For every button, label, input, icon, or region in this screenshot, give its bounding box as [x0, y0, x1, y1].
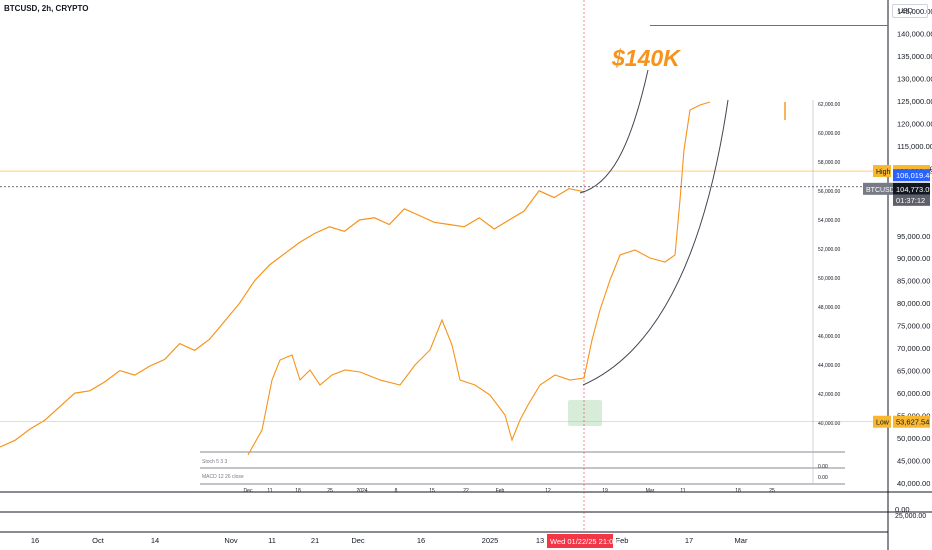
- price-tick: 70,000.00: [897, 344, 930, 353]
- symbol-header: BTCUSD, 2h, CRYPTO: [4, 4, 89, 13]
- time-tick: 16: [31, 536, 39, 545]
- price-tick: 65,000.00: [897, 367, 930, 376]
- time-axis: 16 Oct 14 Nov 11 21 Dec 16 2025 13 Feb 17 Mar Wed 01/…: [31, 534, 748, 548]
- overlay-price-tick: 56,000.00: [818, 189, 840, 195]
- overlay-date-tick: 12: [545, 488, 551, 494]
- overlay-date-tick: 15: [429, 488, 435, 494]
- indicator-value: 0.00: [818, 464, 828, 470]
- high-tag: High: [876, 169, 891, 176]
- price-tick: 140,000.00: [897, 29, 932, 38]
- overlay-date-tick: 25: [769, 488, 775, 494]
- low-tag-bg: [873, 415, 891, 428]
- price-tick: 145,000.00: [897, 7, 932, 16]
- indicator-label: Stoch 5 3 3: [202, 459, 228, 465]
- overlay-price-tick: 62,000.00: [818, 102, 840, 108]
- overlay-date-tick: 25: [327, 488, 333, 494]
- overlay-price-tick: 60,000.00: [818, 131, 840, 137]
- overlay-price-line: [247, 101, 711, 456]
- countdown: 01:37:12: [896, 196, 925, 205]
- overlay-date-tick: 22: [463, 488, 469, 494]
- overlay-price-tick: 54,000.00: [818, 218, 840, 224]
- crosshair-time-label: Wed 01/22/25 21:00: [550, 537, 617, 546]
- lower-tick: 25,000.00: [895, 513, 926, 520]
- overlay-date-tick: Dec: [244, 488, 253, 494]
- overlay-price-tick: 40,000.00: [818, 421, 840, 427]
- price-tick: 130,000.00: [897, 74, 932, 83]
- time-tick: 2025: [482, 536, 499, 545]
- overlay-price-tick: 46,000.00: [818, 334, 840, 340]
- price-tick: 135,000.00: [897, 52, 932, 61]
- bid-value-bg: [893, 169, 930, 182]
- overlay-price-tick: 42,000.00: [818, 392, 840, 398]
- price-tick: 125,000.00: [897, 97, 932, 106]
- time-tick: Nov: [224, 536, 238, 545]
- time-tick: Oct: [92, 536, 105, 545]
- overlay-date-tick: 19: [602, 488, 608, 494]
- currency-button[interactable]: USD: [892, 4, 928, 18]
- price-line: [0, 187, 585, 448]
- time-tick: Feb: [616, 536, 629, 545]
- price-tick: 80,000.00: [897, 299, 930, 308]
- price-tick: 95,000.00: [897, 232, 930, 241]
- low-value-bg: [893, 415, 930, 428]
- symbol-tag-bg: [863, 182, 893, 195]
- indicator-value: 0.00: [818, 475, 828, 481]
- price-tick: 90,000.00: [897, 254, 930, 263]
- bid-value: 106,019.48: [896, 171, 932, 180]
- countdown-bg: [893, 194, 930, 206]
- note-box: [568, 400, 602, 426]
- time-tick: 17: [685, 536, 693, 545]
- last-value: 104,773.09: [896, 185, 932, 194]
- price-tick: 40,000.00: [897, 479, 930, 488]
- time-tick: 16: [417, 536, 425, 545]
- crosshair-time-bg: [547, 534, 613, 548]
- time-tick: 21: [311, 536, 319, 545]
- low-value: 53,627.54: [896, 418, 929, 427]
- price-tick: 60,000.00: [897, 389, 930, 398]
- overlay-price-tick: 58,000.00: [818, 160, 840, 166]
- overlay-date-tick: 8: [395, 488, 398, 494]
- projection-curve-upper: [579, 69, 649, 194]
- target-label: $140K: [611, 45, 681, 71]
- price-tick: 85,000.00: [897, 277, 930, 286]
- projection-curve-lower: [582, 99, 729, 386]
- price-tick: 45,000.00: [897, 457, 930, 466]
- overlay-date-tick: 18: [295, 488, 301, 494]
- low-tag: Low: [876, 420, 890, 427]
- price-tick: 120,000.00: [897, 119, 932, 128]
- symbol-tag: BTCUSD: [866, 187, 895, 194]
- overlay-date-tick: 18: [735, 488, 741, 494]
- overlay-date-tick: Feb: [496, 488, 505, 494]
- high-tag-bg: [873, 165, 891, 178]
- overlay-date-tick: 2024: [356, 488, 367, 494]
- time-tick: Dec: [351, 536, 365, 545]
- price-tick: 115,000.00: [897, 142, 932, 151]
- overlay-date-tick: Mar: [646, 488, 655, 494]
- time-tick: 14: [151, 536, 159, 545]
- overlay-price-tick: 44,000.00: [818, 363, 840, 369]
- price-tick: 75,000.00: [897, 322, 930, 331]
- price-tick: 50,000.00: [897, 434, 930, 443]
- overlay-chart: 62,000.00 60,000.00 58,000.00 56,000.00 54,0…: [200, 100, 845, 494]
- lower-tick: 0.00: [895, 505, 910, 514]
- overlay-price-tick: 52,000.00: [818, 247, 840, 253]
- annotations: $140K: [0, 0, 888, 532]
- overlay-date-tick: 11: [680, 488, 685, 494]
- overlay-price-tick: 50,000.00: [818, 276, 840, 282]
- price-axis: 145,000.00 140,000.00 135,000.00 130,000.00…: [863, 7, 932, 520]
- main-price-series: [0, 187, 585, 448]
- last-value-bg: [893, 182, 930, 195]
- time-tick: Mar: [735, 536, 748, 545]
- time-tick: 11: [268, 536, 276, 545]
- time-tick: 13: [536, 536, 544, 545]
- overlay-date-tick: 11: [267, 488, 272, 494]
- indicator-label: MACD 12 26 close: [202, 474, 244, 480]
- overlay-price-tick: 48,000.00: [818, 305, 840, 311]
